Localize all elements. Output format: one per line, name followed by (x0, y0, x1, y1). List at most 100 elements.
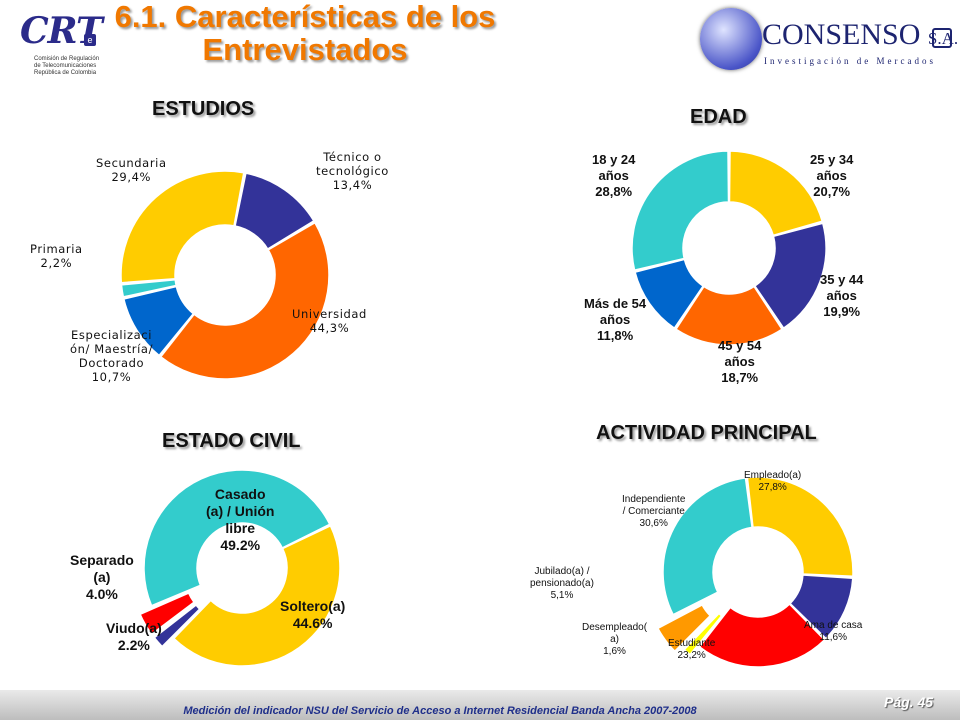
data-label-value: 13,4% (332, 178, 373, 193)
crt-logo-line: de Telecomunicaciones (34, 63, 97, 69)
data-label-text: Especializaci (71, 328, 153, 342)
data-label-45-y-54-anos: 45 y 54 años 18,7% (718, 338, 761, 386)
slice-desempleado-a (683, 612, 723, 656)
data-label-text: a) (610, 634, 619, 646)
data-label-universidad: Universidad 44,3% (292, 307, 367, 335)
crt-logo-line: Comisión de Regulación (34, 56, 100, 62)
data-label-text: Separado (70, 552, 134, 568)
data-label-text: Empleado(a) (744, 470, 802, 481)
data-label-text: (a) / Unión (206, 503, 275, 520)
data-label-mas-de-54-anos: Más de 54 años 11,8% (584, 296, 646, 344)
slice-empleado-a (746, 476, 854, 578)
data-label-text: Técnico o (323, 150, 382, 164)
chart-title-edad: EDAD (690, 106, 747, 128)
consenso-logo: CONSENSO S.A. Investigación de Mercados (700, 8, 958, 78)
data-label-text: Viudo(a) (106, 620, 162, 636)
data-label-text: Estudiante (668, 638, 716, 649)
data-label-jubilado-a-pensionado-a: Jubilado(a) / pensionado(a) 5,1% (530, 566, 594, 603)
footer-text: Medición del indicador NSU del Servicio … (183, 705, 697, 717)
donut-edad (631, 150, 827, 346)
data-label-text: Secundaria (96, 156, 167, 170)
crt-logo-line: República de Colombia (34, 70, 97, 76)
slice-especializacion-maestria-doctorado (122, 285, 195, 357)
page-number: Pág. 45 (884, 694, 934, 710)
footer-bar (0, 690, 960, 720)
data-label-tecnico-o-tecnologico: Técnico o tecnológico 13,4% (316, 150, 389, 192)
data-label-value: 44,3% (309, 321, 350, 336)
data-label-value: 11,6% (819, 632, 847, 644)
data-label-text: Primaria (30, 242, 83, 256)
data-label-text: Más de 54 (584, 296, 647, 311)
crt-logo: CRT e Comisión de Regulación de Telecomu… (18, 8, 130, 82)
data-label-text: 25 y 34 (810, 152, 854, 167)
data-label-primaria: Primaria 2,2% (30, 242, 83, 270)
data-label-text: 35 y 44 (820, 272, 864, 287)
data-label-text: Desempleado( (582, 622, 648, 633)
data-label-25-y-34-anos: 25 y 34 años 20,7% (810, 152, 853, 200)
data-label-text: Universidad (292, 307, 367, 321)
data-label-value: 30,6% (639, 518, 668, 530)
data-label-desempleado-a: Desempleado(a) 1,6% (582, 622, 647, 659)
slice-primaria (120, 278, 178, 298)
consenso-mark-icon (932, 28, 952, 48)
slice-18-y-24-anos (631, 150, 730, 272)
data-label-separado-a: Separado (a) 4.0% (70, 552, 134, 603)
data-label-text: (a) (93, 569, 111, 586)
data-label-value: 44.6% (292, 615, 333, 632)
slice-secundaria (120, 170, 245, 284)
data-label-text: / Comerciante (622, 506, 685, 518)
data-label-35-y-44-anos: 35 y 44 años 19,9% (820, 272, 863, 320)
data-label-text: Soltero(a) (280, 598, 346, 614)
globe-icon (700, 8, 762, 70)
data-label-text: ón/ Maestría/ (70, 342, 154, 357)
data-label-text: Casado (214, 486, 266, 502)
data-label-text: tecnológico (316, 164, 389, 179)
data-label-independiente-comerciante: Independiente / Comerciante 30,6% (622, 494, 685, 531)
data-label-text: años (599, 311, 631, 327)
slice-estudiante (698, 603, 826, 668)
slice-separado-a (139, 592, 196, 636)
chart-title-actividad-principal: ACTIVIDAD PRINCIPAL (596, 422, 817, 444)
slice-45-y-54-anos (674, 285, 784, 346)
data-label-value: 28,8% (595, 183, 633, 199)
slice-35-y-44-anos (753, 222, 827, 330)
consenso-logo-word: CONSENSO (762, 18, 921, 51)
data-label-value: 11,8% (597, 327, 634, 343)
crt-logo-subtitle: Comisión de Regulación de Telecomunicaci… (34, 56, 99, 77)
slice-ama-de-casa (789, 574, 854, 640)
data-label-value: 18,7% (721, 369, 759, 385)
data-label-text: 18 y 24 (592, 152, 636, 167)
donut-estado-civil (139, 469, 341, 667)
slice-soltero-a (172, 524, 341, 667)
slice-tecnico-o-tecnologico (234, 172, 315, 251)
consenso-logo-name: CONSENSO S.A. (762, 18, 958, 52)
slice-viudo-a (153, 603, 201, 648)
data-label-value: 5,1% (550, 590, 574, 602)
data-label-especializacion-maestria-doctorado: Especializaci ón/ Maestría/Doctorado 10,7% (70, 328, 153, 384)
page-title-line-1: 6.1. Características de los (114, 0, 496, 34)
data-label-text: Doctorado (78, 356, 145, 371)
data-label-text: Independiente (622, 494, 686, 505)
data-label-text: años (826, 287, 857, 303)
data-label-text: Jubilado(a) / (534, 566, 590, 577)
data-label-soltero-a: Soltero(a) 44.6% (280, 598, 345, 632)
slice-casado-a-union-libre (143, 469, 331, 607)
data-label-value: 19,9% (823, 303, 861, 319)
data-label-18-y-24-anos: 18 y 24 años 28,8% (592, 152, 635, 200)
data-label-value: 27,8% (758, 482, 787, 494)
data-label-viudo-a: Viudo(a) 2.2% (106, 620, 162, 654)
data-label-text: libre (225, 520, 255, 537)
data-label-value: 29,4% (111, 170, 152, 185)
data-label-value: 23,2% (677, 650, 706, 662)
data-label-value: 4.0% (85, 586, 118, 603)
slice-mas-de-54-anos (634, 258, 705, 330)
data-label-ama-de-casa: Ama de casa 11,6% (804, 620, 862, 644)
data-label-value: 2.2% (117, 637, 150, 654)
slice-independiente-comerciante (662, 476, 753, 616)
crt-logo-badge: e (84, 34, 96, 46)
data-label-text: Ama de casa (804, 620, 863, 631)
data-label-text: años (598, 167, 629, 183)
page-title: 6.1. Características de los Entrevistado… (0, 0, 610, 66)
slice-25-y-34-anos (728, 150, 824, 237)
slice-jubilado-a-pensionado-a (656, 603, 712, 653)
